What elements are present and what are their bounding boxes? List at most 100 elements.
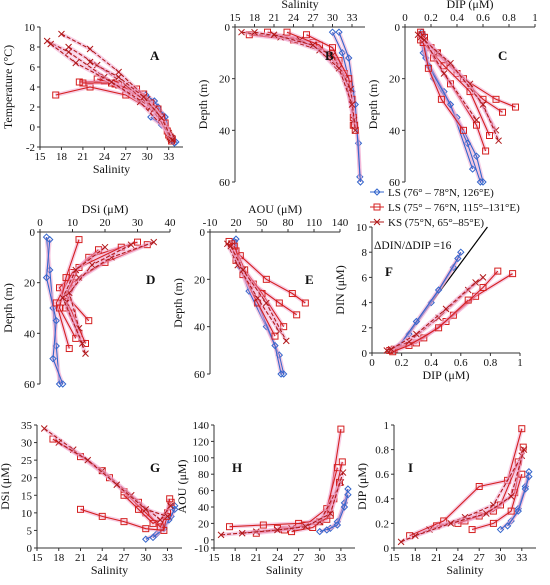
- y-tick-label: 0: [30, 122, 36, 134]
- x-tick-label: 18: [53, 552, 65, 564]
- series-line: [273, 34, 353, 105]
- data-point: [345, 54, 353, 62]
- data-point: [518, 425, 526, 433]
- panel-d: 0 10 20 30 40 0 20 40 60 DSi (μM) Depth (m) D: [1, 202, 176, 391]
- series-halo: [229, 245, 289, 342]
- y-tick-label: 60: [198, 486, 210, 498]
- panel-a: 15 18 21 24 27 30 33-20246810SalinityTemperatu…: [1, 22, 183, 176]
- x-tick-label: 27: [293, 552, 305, 564]
- x-tick-label: 40: [165, 217, 177, 229]
- data-point: [473, 121, 480, 129]
- data-point: [303, 31, 310, 39]
- data-point: [437, 95, 445, 103]
- data-point: [262, 275, 270, 283]
- data-point: [348, 101, 356, 108]
- data-point: [447, 59, 454, 67]
- panel-c: 0 0.2 0.4 0.6 0.8 1 0 20 40 60 DIP (μM) Depth (m) C: [366, 0, 538, 189]
- y-axis-label: Depth (m): [171, 278, 185, 328]
- data-point: [239, 266, 247, 274]
- x-tick-label: 0.6: [476, 12, 490, 24]
- series-halo: [420, 33, 517, 109]
- data-point: [435, 324, 443, 332]
- data-point: [525, 468, 533, 476]
- series-line: [68, 244, 132, 329]
- x-tick-label: 18: [230, 552, 242, 564]
- x-tick-label: 0.2: [395, 357, 409, 369]
- data-point: [282, 337, 290, 345]
- x-tick-label: 24: [288, 12, 300, 24]
- data-point: [434, 286, 443, 294]
- data-point: [457, 248, 465, 256]
- x-tick-label: 18: [249, 12, 261, 24]
- x-tick-label: 33: [516, 552, 528, 564]
- data-point: [277, 370, 285, 378]
- x-axis-label: DIP (μM): [447, 0, 494, 11]
- data-point: [82, 350, 89, 357]
- y-tick-label: 100: [193, 453, 210, 465]
- data-point: [482, 147, 490, 155]
- data-point: [494, 267, 502, 275]
- series-line: [58, 442, 168, 517]
- y-tick-label: 0.2: [375, 518, 389, 530]
- x-tick-label: 33: [347, 12, 359, 24]
- data-point: [421, 36, 428, 44]
- data-point: [309, 41, 317, 49]
- panel-letter: A: [150, 48, 160, 63]
- series-line: [226, 243, 280, 332]
- x-tick-label: 33: [335, 552, 347, 564]
- x-axis-label: DIP (μM): [423, 368, 470, 382]
- y-tick-label: 0: [27, 543, 33, 555]
- data-point: [338, 49, 346, 57]
- x-tick-label: 30: [327, 12, 339, 24]
- data-point: [113, 481, 121, 489]
- data-point: [238, 28, 245, 36]
- panel-h: 15 18 21 24 27 30 33 -100 20 40 60 80 100 120 140 Salin…: [175, 420, 355, 577]
- data-point: [340, 503, 349, 511]
- y-tick-label: 0: [30, 227, 36, 239]
- panel-g: 15 18 21 24 27 30 33 0 5 10 15 20 25 30 35 Salinity DSi …: [0, 420, 182, 577]
- series-ks: [217, 469, 347, 539]
- data-point: [503, 522, 512, 530]
- data-point: [85, 317, 93, 325]
- data-point: [40, 425, 48, 432]
- x-tick-label: 30: [132, 217, 144, 229]
- data-point: [351, 126, 359, 134]
- data-point: [316, 527, 324, 536]
- data-point: [52, 91, 60, 99]
- series-line: [326, 494, 349, 531]
- y-tick-label: 2: [30, 102, 36, 114]
- data-point: [227, 242, 235, 250]
- data-point: [72, 59, 80, 67]
- data-point: [77, 505, 84, 513]
- data-point: [499, 108, 506, 116]
- y-tick-label: 4: [362, 298, 368, 310]
- x-tick-label: 140: [332, 217, 349, 229]
- data-point: [333, 521, 342, 529]
- y-tick-label: 0.6: [375, 469, 389, 481]
- data-point: [142, 535, 150, 543]
- data-point: [335, 28, 343, 36]
- data-point: [274, 526, 281, 534]
- y-tick-label: 20: [198, 518, 210, 530]
- data-point: [479, 274, 487, 281]
- y-tick-label: 0: [225, 22, 231, 34]
- series-halo: [249, 32, 356, 126]
- data-point: [387, 345, 395, 353]
- series-halo: [57, 440, 169, 519]
- series-ks: [223, 240, 290, 345]
- data-point: [158, 114, 165, 122]
- data-point: [442, 305, 450, 313]
- y-tick-label: 0: [200, 227, 206, 239]
- data-point: [166, 495, 174, 503]
- data-point: [42, 273, 51, 282]
- series-ls-west: [226, 425, 346, 537]
- data-point: [167, 502, 174, 510]
- series-ls-east: [390, 248, 465, 353]
- data-point: [160, 526, 168, 534]
- data-point: [397, 538, 405, 546]
- x-tick-label: 0: [37, 217, 43, 229]
- y-tick-label: 120: [193, 436, 210, 448]
- data-point: [521, 485, 530, 493]
- data-point: [72, 266, 80, 274]
